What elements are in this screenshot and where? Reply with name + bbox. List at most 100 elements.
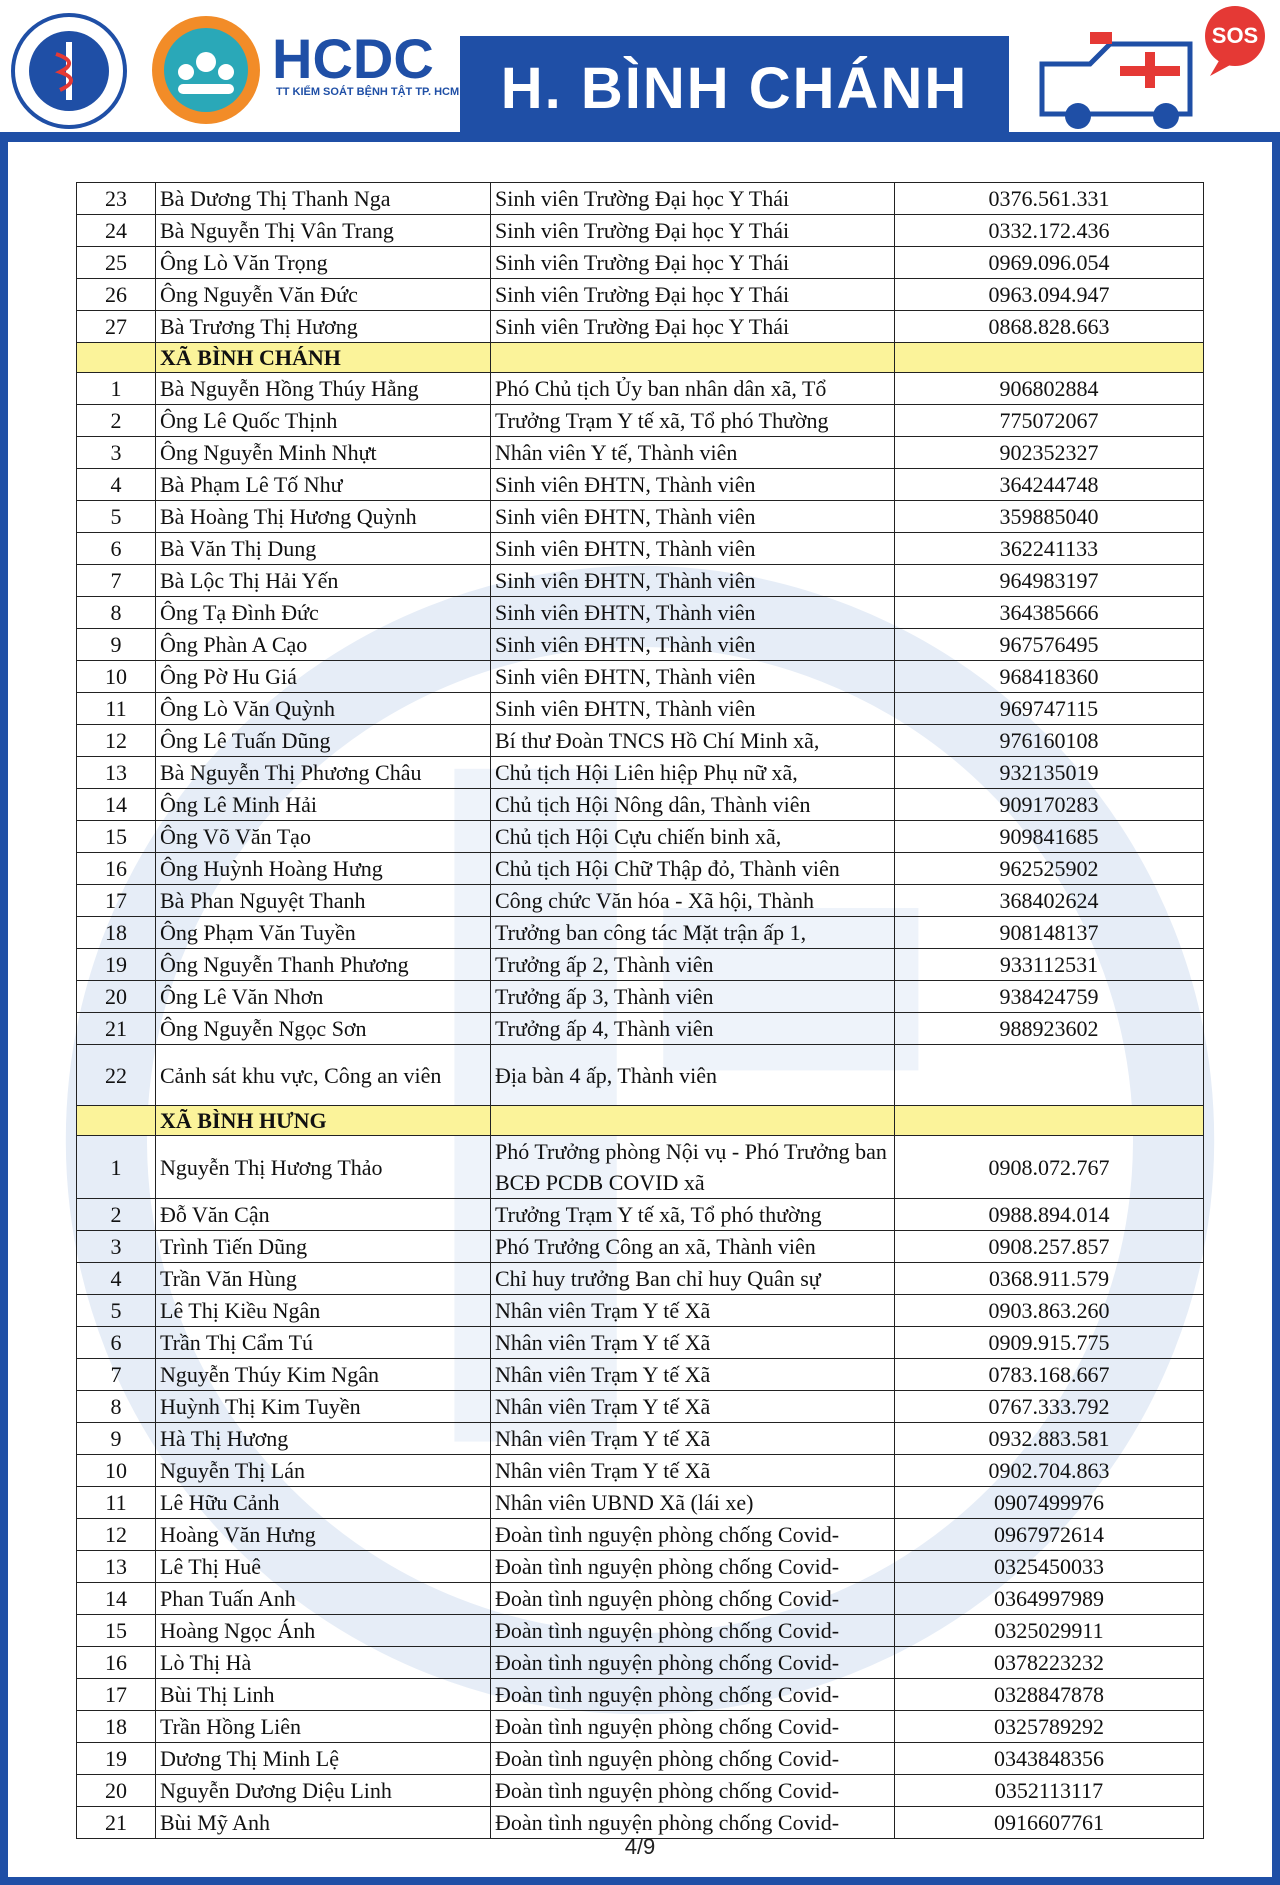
phone: 908148137 (894, 916, 1204, 949)
row-number: 18 (76, 916, 156, 949)
row-number: 17 (76, 1678, 156, 1711)
row-number: 24 (76, 214, 156, 247)
phone: 0932.883.581 (894, 1422, 1204, 1455)
row-number: 9 (76, 1422, 156, 1455)
role: Chủ tịch Hội Cựu chiến binh xã, (490, 820, 895, 853)
role: Nhân viên UBND Xã (lái xe) (490, 1486, 895, 1519)
phone: 0963.094.947 (894, 278, 1204, 311)
role: Phó Trưởng phòng Nội vụ - Phó Trưởng ban… (490, 1135, 895, 1199)
table-row: 16 Lò Thị Hà Đoàn tình nguyện phòng chống … (76, 1646, 1204, 1679)
table-row: 19 Ông Nguyễn Thanh Phương Trưởng ấp 2, Th… (76, 948, 1204, 981)
row-number: 17 (76, 884, 156, 917)
role: Trưởng ấp 2, Thành viên (490, 948, 895, 981)
row-number: 2 (76, 404, 156, 437)
person-name: Nguyễn Thúy Kim Ngân (155, 1358, 491, 1391)
phone: 909170283 (894, 788, 1204, 821)
role: Sinh viên Trường Đại học Y Thái (490, 182, 895, 215)
person-name: Bà Phan Nguyệt Thanh (155, 884, 491, 917)
phone: 0325029911 (894, 1614, 1204, 1647)
cell (490, 342, 895, 373)
phone: 0364997989 (894, 1582, 1204, 1615)
person-name: Ông Lê Quốc Thịnh (155, 404, 491, 437)
phone: 938424759 (894, 980, 1204, 1013)
person-name: Ông Phạm Văn Tuyền (155, 916, 491, 949)
table-row: 6 Trần Thị Cẩm Tú Nhân viên Trạm Y tế Xã 09… (76, 1326, 1204, 1359)
role: Nhân viên Trạm Y tế Xã (490, 1390, 895, 1423)
phone: 0376.561.331 (894, 182, 1204, 215)
page-title: H. BÌNH CHÁNH (460, 36, 1009, 140)
role: Đoàn tình nguyện phòng chống Covid- (490, 1742, 895, 1775)
table-row: 23 Bà Dương Thị Thanh Nga Sinh viên Trường… (76, 182, 1204, 215)
person-name: Ông Nguyễn Thanh Phương (155, 948, 491, 981)
role: Sinh viên ĐHTN, Thành viên (490, 564, 895, 597)
person-name: Lê Hữu Cảnh (155, 1486, 491, 1519)
table-row: 18 Trần Hồng Liên Đoàn tình nguyện phòng c… (76, 1710, 1204, 1743)
role: Phó Trưởng Công an xã, Thành viên (490, 1230, 895, 1263)
role: Sinh viên ĐHTN, Thành viên (490, 628, 895, 661)
phone: 0907499976 (894, 1486, 1204, 1519)
role: Sinh viên Trường Đại học Y Thái (490, 278, 895, 311)
section-row: XÃ BÌNH CHÁNH (76, 342, 1204, 373)
row-number: 1 (76, 372, 156, 405)
role: Sinh viên ĐHTN, Thành viên (490, 500, 895, 533)
table-row: 14 Phan Tuấn Anh Đoàn tình nguyện phòng ch… (76, 1582, 1204, 1615)
row-number: 19 (76, 1742, 156, 1775)
row-number: 6 (76, 1326, 156, 1359)
table-row: 20 Ông Lê Văn Nhơn Trưởng ấp 3, Thành viên… (76, 980, 1204, 1013)
row-number: 9 (76, 628, 156, 661)
phone: 368402624 (894, 884, 1204, 917)
row-number: 16 (76, 852, 156, 885)
row-number: 11 (76, 1486, 156, 1519)
person-name: Nguyễn Thị Lán (155, 1454, 491, 1487)
row-number: 2 (76, 1198, 156, 1231)
phone: 0916607761 (894, 1806, 1204, 1839)
person-name: Phan Tuấn Anh (155, 1582, 491, 1615)
row-number: 13 (76, 756, 156, 789)
phone: 364385666 (894, 596, 1204, 629)
table-row: 9 Ông Phàn A Cạo Sinh viên ĐHTN, Thành viê… (76, 628, 1204, 661)
person-name: Ông Lê Văn Nhơn (155, 980, 491, 1013)
row-number: 3 (76, 436, 156, 469)
role: Đoàn tình nguyện phòng chống Covid- (490, 1678, 895, 1711)
person-name: Hà Thị Hương (155, 1422, 491, 1455)
table-row: 3 Trình Tiến Dũng Phó Trưởng Công an xã, T… (76, 1230, 1204, 1263)
table-row: 11 Lê Hữu Cảnh Nhân viên UBND Xã (lái xe) 0… (76, 1486, 1204, 1519)
cell (490, 1105, 895, 1136)
person-name: Bà Dương Thị Thanh Nga (155, 182, 491, 215)
table-row: 16 Ông Huỳnh Hoàng Hưng Chủ tịch Hội Chữ T… (76, 852, 1204, 885)
row-number: 15 (76, 820, 156, 853)
role: Sinh viên ĐHTN, Thành viên (490, 660, 895, 693)
table-row: 27 Bà Trương Thị Hương Sinh viên Trường Đạ… (76, 310, 1204, 343)
role: Công chức Văn hóa - Xã hội, Thành (490, 884, 895, 917)
person-name: Bùi Mỹ Anh (155, 1806, 491, 1839)
role: Nhân viên Trạm Y tế Xã (490, 1326, 895, 1359)
person-name: Huỳnh Thị Kim Tuyền (155, 1390, 491, 1423)
table-row: 22 Cảnh sát khu vực, Công an viên Địa bàn … (76, 1044, 1204, 1106)
table-row: 6 Bà Văn Thị Dung Sinh viên ĐHTN, Thành vi… (76, 532, 1204, 565)
phone: 0783.168.667 (894, 1358, 1204, 1391)
phone: 0902.704.863 (894, 1454, 1204, 1487)
person-name: Ông Nguyễn Minh Nhựt (155, 436, 491, 469)
person-name: Bà Phạm Lê Tố Như (155, 468, 491, 501)
row-number: 12 (76, 1518, 156, 1551)
row-number: 20 (76, 980, 156, 1013)
person-name: Bà Hoàng Thị Hương Quỳnh (155, 500, 491, 533)
phone: 0328847878 (894, 1678, 1204, 1711)
role: Đoàn tình nguyện phòng chống Covid- (490, 1614, 895, 1647)
cell (76, 1105, 156, 1136)
cell (894, 1105, 1204, 1136)
row-number: 21 (76, 1012, 156, 1045)
row-number: 25 (76, 246, 156, 279)
role: Chỉ huy trưởng Ban chỉ huy Quân sự (490, 1262, 895, 1295)
logo-title: HCDC (272, 27, 434, 90)
role: Nhân viên Trạm Y tế Xã (490, 1454, 895, 1487)
phone: 0967972614 (894, 1518, 1204, 1551)
section-title: XÃ BÌNH CHÁNH (155, 342, 491, 373)
contact-table: 23 Bà Dương Thị Thanh Nga Sinh viên Trường… (76, 182, 1204, 1839)
phone: 976160108 (894, 724, 1204, 757)
table-row: 19 Dương Thị Minh Lệ Đoàn tình nguyện phòn… (76, 1742, 1204, 1775)
table-row: 5 Lê Thị Kiều Ngân Nhân viên Trạm Y tế Xã 0… (76, 1294, 1204, 1327)
table-row: 2 Ông Lê Quốc Thịnh Trưởng Trạm Y tế xã, T… (76, 404, 1204, 437)
person-name: Bà Nguyễn Hồng Thúy Hằng (155, 372, 491, 405)
role: Đoàn tình nguyện phòng chống Covid- (490, 1518, 895, 1551)
